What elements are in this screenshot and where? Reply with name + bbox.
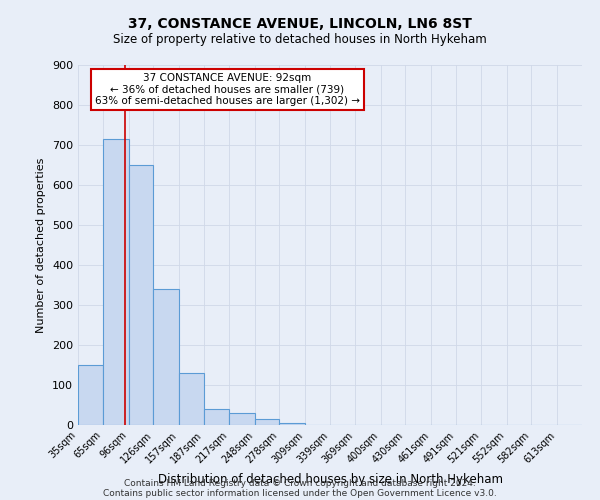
Bar: [154, 289, 179, 425]
Bar: [254, 419, 280, 425]
Text: Contains public sector information licensed under the Open Government Licence v3: Contains public sector information licen…: [103, 488, 497, 498]
Bar: [280, 423, 305, 425]
Bar: [103, 139, 128, 425]
Text: 37, CONSTANCE AVENUE, LINCOLN, LN6 8ST: 37, CONSTANCE AVENUE, LINCOLN, LN6 8ST: [128, 18, 472, 32]
Text: Size of property relative to detached houses in North Hykeham: Size of property relative to detached ho…: [113, 32, 487, 46]
Bar: [78, 365, 103, 425]
Bar: [229, 413, 254, 425]
Bar: [179, 373, 204, 425]
Text: 37 CONSTANCE AVENUE: 92sqm
← 36% of detached houses are smaller (739)
63% of sem: 37 CONSTANCE AVENUE: 92sqm ← 36% of deta…: [95, 73, 360, 106]
Y-axis label: Number of detached properties: Number of detached properties: [37, 158, 46, 332]
X-axis label: Distribution of detached houses by size in North Hykeham: Distribution of detached houses by size …: [157, 473, 503, 486]
Bar: [128, 165, 154, 425]
Text: Contains HM Land Registry data © Crown copyright and database right 2024.: Contains HM Land Registry data © Crown c…: [124, 478, 476, 488]
Bar: [204, 409, 229, 425]
